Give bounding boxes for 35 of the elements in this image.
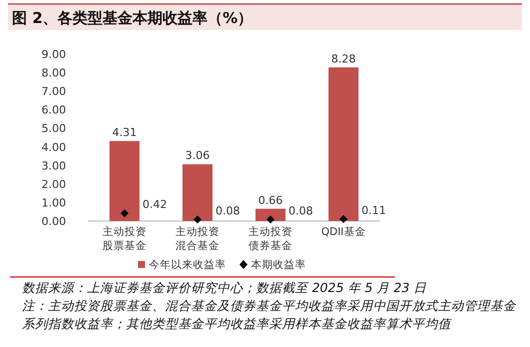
bar: [328, 67, 358, 221]
source-note: 数据来源：上海证券基金评价研究中心；数据截至 2025 年 5 月 23 日: [22, 280, 427, 295]
x-tick-label: 主动投资混合基金: [176, 225, 220, 252]
point: [266, 216, 274, 224]
y-tick-label: 4.00: [42, 140, 66, 154]
data-label: 0.08: [288, 204, 313, 218]
bar: [110, 141, 140, 221]
point: [120, 209, 128, 218]
data-label: 8.28: [331, 52, 356, 66]
bar: [256, 208, 286, 221]
point: [340, 214, 348, 223]
y-tick-label: 2.00: [42, 178, 66, 191]
y-tick-label: 5.00: [42, 122, 66, 136]
chart-title: 图 2、各类型基金本期收益率（%）: [12, 9, 253, 27]
legend-label: 今年以来收益率: [149, 258, 226, 271]
y-tick-label: 1.00: [42, 196, 66, 210]
data-label: 4.31: [112, 126, 137, 140]
point: [194, 216, 202, 224]
bar: [182, 164, 212, 221]
x-tick-label: 主动投资股票基金: [102, 225, 146, 252]
y-tick-label: 6.00: [42, 104, 66, 117]
y-tick-label: 9.00: [42, 48, 66, 61]
y-tick-label: 7.00: [42, 85, 66, 98]
text: 注：主动投资股票基金、混合基金及债券基金平均收益率采用中国开放式主动管理基金系列指数收益率；其他类型基金平均收益率采用样本基金收益率算术平均值: [22, 298, 517, 331]
x-tick-label: QDII基金: [321, 225, 366, 238]
data-label: 3.06: [185, 149, 210, 162]
y-tick-label: 0.00: [42, 215, 66, 228]
y-tick-label: 8.00: [42, 66, 66, 80]
data-label: 0.42: [142, 198, 167, 212]
data-label: 0.66: [258, 194, 283, 207]
legend-label: 本期收益率: [251, 258, 306, 271]
x-tick-label: 主动投资债券基金: [248, 225, 292, 252]
data-label: 0.11: [362, 204, 386, 217]
data-label: 0.08: [216, 204, 240, 218]
y-tick-label: 3.00: [42, 159, 66, 172]
